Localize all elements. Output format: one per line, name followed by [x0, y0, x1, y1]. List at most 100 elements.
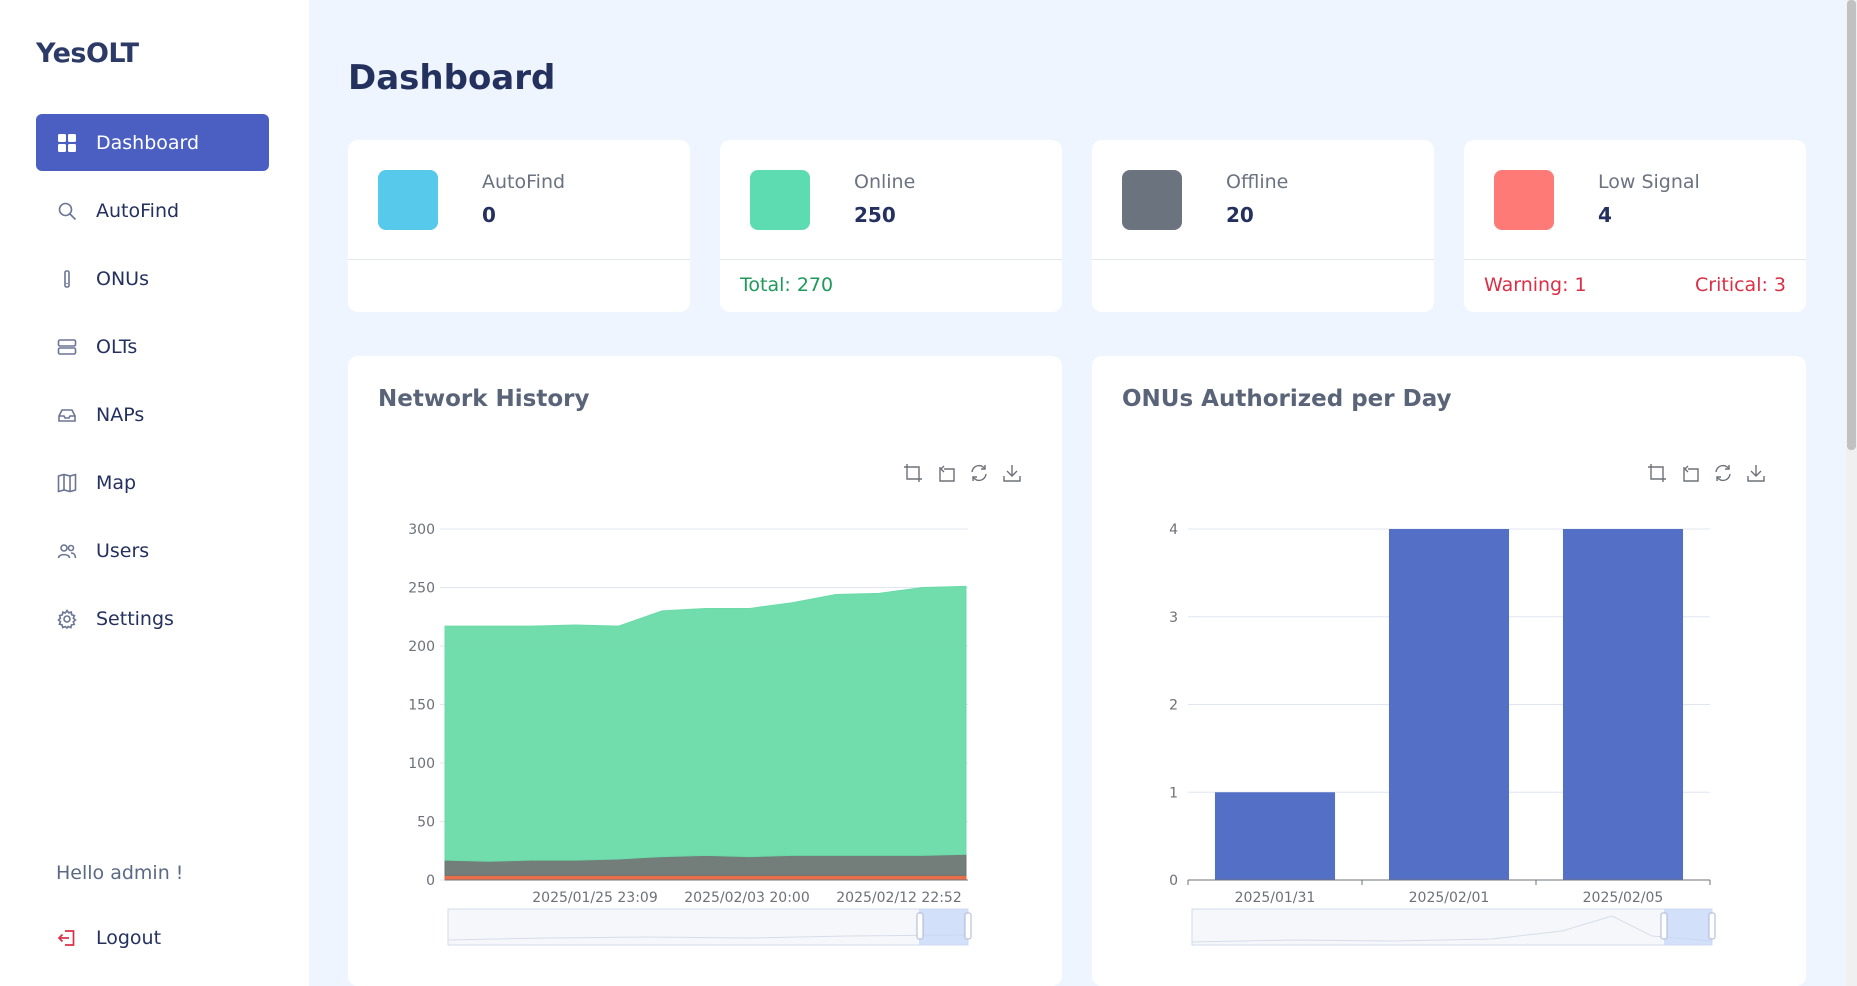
- chart-title: ONUs Authorized per Day: [1122, 386, 1452, 412]
- restore-icon[interactable]: [1712, 462, 1734, 484]
- zoom-reset-icon[interactable]: [935, 462, 957, 484]
- stat-value: 0: [482, 203, 496, 227]
- online-color-swatch: [750, 170, 810, 230]
- sidebar-item-settings[interactable]: Settings: [36, 590, 269, 647]
- server-icon: [56, 336, 78, 358]
- divider: [1464, 259, 1806, 260]
- divider: [1092, 259, 1434, 260]
- divider: [348, 259, 690, 260]
- sidebar-item-naps[interactable]: NAPs: [36, 386, 269, 443]
- sidebar-item-label: OLTs: [96, 335, 138, 358]
- bar: [1388, 529, 1510, 880]
- sidebar-item-olts[interactable]: OLTs: [36, 318, 269, 375]
- device-icon: [56, 268, 78, 290]
- stat-value: 4: [1598, 203, 1612, 227]
- low-signal-area: [444, 874, 967, 881]
- stat-label: Offline: [1226, 171, 1289, 193]
- y-tick-label: 100: [408, 756, 435, 772]
- critical-count: Critical: 3: [1695, 274, 1786, 296]
- stat-value: 250: [854, 203, 896, 227]
- chart-toolbox: [1646, 462, 1767, 484]
- brand-logo[interactable]: YesOLT: [36, 38, 139, 69]
- y-tick-label: 4: [1169, 522, 1178, 538]
- onus-authorized-card: ONUs Authorized per Day 0 1 2 3 4 2025/01/31 2…: [1092, 356, 1806, 986]
- logout-button[interactable]: Logout: [36, 910, 269, 966]
- y-tick-label: 3: [1169, 610, 1178, 626]
- sidebar-item-onus[interactable]: ONUs: [36, 250, 269, 307]
- restore-icon[interactable]: [968, 462, 990, 484]
- map-icon: [56, 472, 78, 494]
- stat-value: 20: [1226, 203, 1254, 227]
- sidebar-item-label: ONUs: [96, 267, 149, 290]
- page-scrollbar[interactable]: [1846, 0, 1857, 986]
- network-history-card: Network History 0 50 100 150 200 250 300 2025/0…: [348, 356, 1062, 986]
- total-count: Total: 270: [740, 274, 834, 296]
- grid-icon: [56, 132, 78, 154]
- zoom-icon[interactable]: [902, 462, 924, 484]
- download-icon[interactable]: [1001, 462, 1023, 484]
- gear-icon: [56, 608, 78, 630]
- x-tick-label: 2025/02/12 22:52: [836, 890, 962, 906]
- data-zoom-handle-left: [916, 912, 924, 940]
- stat-label: Low Signal: [1598, 171, 1700, 193]
- stat-card-low-signal[interactable]: Low Signal 4 Warning: 1 Critical: 3: [1464, 140, 1806, 312]
- data-zoom-slider: [1191, 908, 1713, 946]
- data-zoom-handle-right: [964, 912, 972, 940]
- chart-title: Network History: [378, 386, 590, 412]
- y-tick-label: 1: [1169, 785, 1178, 801]
- autofind-color-swatch: [378, 170, 438, 230]
- warning-count: Warning: 1: [1484, 274, 1587, 296]
- data-zoom-slider: [447, 908, 969, 946]
- online-area: [444, 585, 967, 862]
- page-title: Dashboard: [348, 58, 556, 98]
- x-tick-label: 2025/02/05: [1583, 890, 1664, 906]
- y-tick-label: 200: [408, 639, 435, 655]
- sidebar-item-autofind[interactable]: AutoFind: [36, 182, 269, 239]
- data-zoom-window: [1664, 909, 1712, 945]
- x-tick-label: 2025/02/01: [1409, 890, 1490, 906]
- y-tick-label: 300: [408, 522, 435, 538]
- data-zoom-preview: [1191, 915, 1713, 943]
- inbox-icon: [56, 404, 78, 426]
- network-history-chart: 0 50 100 150 200 250 300 2025/01/25 23:09 2025/0…: [408, 522, 972, 946]
- stat-label: AutoFind: [482, 171, 566, 193]
- zoom-icon[interactable]: [1646, 462, 1668, 484]
- stat-card-online[interactable]: Online 250 Total: 270: [720, 140, 1062, 312]
- search-icon: [56, 200, 78, 222]
- sidebar-item-label: Settings: [96, 607, 174, 630]
- sidebar-item-map[interactable]: Map: [36, 454, 269, 511]
- download-icon[interactable]: [1745, 462, 1767, 484]
- low-signal-color-swatch: [1494, 170, 1554, 230]
- data-zoom-handle-right: [1708, 912, 1716, 940]
- sidebar-item-dashboard[interactable]: Dashboard: [36, 114, 269, 171]
- offline-color-swatch: [1122, 170, 1182, 230]
- bar: [1214, 792, 1336, 880]
- sidebar: YesOLT Dashboard AutoFind ONUs OLTs: [0, 0, 309, 986]
- y-tick-label: 150: [408, 698, 435, 714]
- data-zoom-preview: [447, 934, 969, 941]
- divider: [720, 259, 1062, 260]
- y-tick-label: 50: [417, 815, 435, 831]
- stat-card-autofind[interactable]: AutoFind 0: [348, 140, 690, 312]
- sidebar-item-label: Dashboard: [96, 131, 200, 154]
- users-icon: [56, 540, 78, 562]
- logout-label: Logout: [96, 927, 162, 949]
- y-tick-label: 2: [1169, 698, 1178, 714]
- chart-toolbox: [902, 462, 1023, 484]
- sidebar-item-label: Users: [96, 539, 150, 562]
- sidebar-item-label: Map: [96, 471, 137, 494]
- sidebar-item-users[interactable]: Users: [36, 522, 269, 579]
- stat-card-offline[interactable]: Offline 20: [1092, 140, 1434, 312]
- x-tick-label: 2025/02/03 20:00: [684, 890, 810, 906]
- user-greeting: Hello admin !: [56, 862, 184, 884]
- sidebar-item-label: NAPs: [96, 403, 145, 426]
- y-tick-label: 250: [408, 581, 435, 597]
- scrollbar-thumb[interactable]: [1847, 0, 1856, 450]
- sidebar-nav: Dashboard AutoFind ONUs OLTs NAPs: [36, 114, 269, 658]
- zoom-reset-icon[interactable]: [1679, 462, 1701, 484]
- y-tick-label: 0: [426, 873, 435, 889]
- data-zoom-window: [919, 909, 968, 945]
- data-zoom-handle-left: [1660, 912, 1668, 940]
- bar: [1562, 529, 1684, 880]
- x-tick-label: 2025/01/25 23:09: [532, 890, 658, 906]
